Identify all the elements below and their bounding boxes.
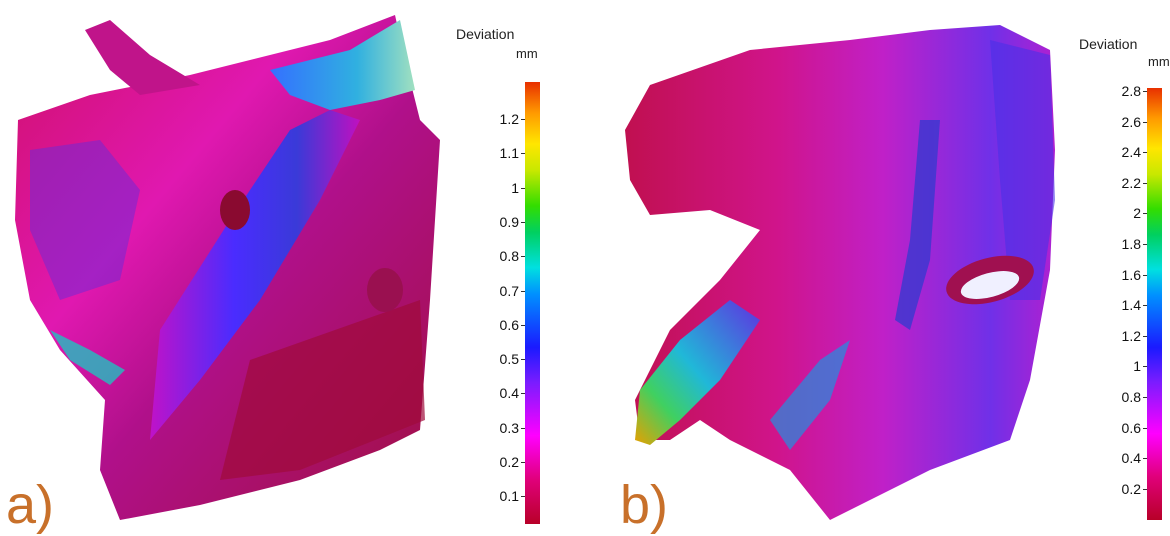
colorbar-b-tick-mark: [1143, 366, 1147, 368]
colorbar-a-tick-mark: [521, 187, 525, 189]
scan-hole-inner-b: [960, 271, 1020, 299]
scan-left-zone-a: [30, 140, 140, 300]
scan-lower-region-a: [220, 300, 425, 480]
colorbar-b-tick-mark: [1143, 182, 1147, 184]
colorbar-b-tick-label: 1.2: [1121, 327, 1141, 344]
colorbar-a-tick-mark: [521, 221, 525, 223]
colorbar-b-tick-label: 0.4: [1121, 450, 1141, 467]
legend-title-b: Deviation: [1079, 36, 1138, 52]
colorbar-a-tick-label: 0.2: [499, 454, 519, 470]
colorbar-b-tick-mark: [1143, 335, 1147, 337]
colorbar-a-tick-mark: [521, 359, 525, 361]
colorbar-a-tick-label: 0.3: [499, 419, 519, 436]
scan-surface-a: [15, 15, 440, 520]
colorbar-a-tick-label: 0.7: [499, 282, 519, 299]
colorbar-b-tick-label: 0.8: [1121, 389, 1141, 405]
scan-band-a: [150, 110, 360, 440]
colorbar-a-tick-label: 0.9: [499, 213, 519, 230]
colorbar-b-tick-mark: [1143, 427, 1147, 429]
colorbar-b-tick-label: 2.8: [1121, 83, 1141, 99]
colorbar-b-tick-mark: [1143, 274, 1147, 276]
colorbar-a: [525, 82, 540, 524]
colorbar-a-tick-label: 0.4: [499, 385, 519, 402]
colorbar-b-tick-mark: [1143, 213, 1147, 215]
colorbar-b-tick-label: 1.4: [1121, 297, 1141, 314]
colorbar-a-tick-label: 0.8: [499, 248, 519, 265]
scan-right-region-b: [990, 40, 1055, 300]
colorbar-a-tick-label: 1.1: [499, 145, 519, 162]
legend-title-a: Deviation: [456, 26, 515, 42]
colorbar-a-tick-label: 1.2: [499, 111, 519, 127]
colorbar-b-tick-mark: [1143, 488, 1147, 490]
colorbar-a-tick-mark: [521, 393, 525, 395]
colorbar-a-tick-mark: [521, 462, 525, 463]
colorbar-a-tick-mark: [521, 290, 525, 292]
scan-hole-a1: [220, 190, 250, 230]
scan-body-b: [625, 25, 1055, 520]
colorbar-b-tick-label: 2: [1133, 205, 1141, 222]
colorbar-a-tick-mark: [521, 256, 525, 258]
colorbar-a-tick-label: 1: [511, 179, 519, 196]
colorbar-a-tick-label: 0.5: [499, 351, 519, 368]
panel-label-a: a): [6, 475, 55, 535]
scan-hole-a2: [367, 268, 403, 312]
colorbar-b-tick-mark: [1143, 121, 1147, 123]
colorbar-b-tick-label: 2.2: [1121, 174, 1141, 191]
colorbar-b-tick-mark: [1143, 91, 1147, 92]
colorbar-a-tick-mark: [521, 153, 525, 155]
colorbar-b-tick-mark: [1143, 458, 1147, 460]
scan-streak-b: [770, 340, 850, 450]
scan-flap-a: [85, 20, 200, 95]
colorbar-b-tick-label: 2.4: [1121, 144, 1141, 161]
colorbar-b-tick-mark: [1143, 305, 1147, 307]
scan-tip-b: [635, 300, 760, 445]
panel-b: b) Deviation mm 2.8 2.6 2.4 2.2 2 1.8 1.6 1.4 1.…: [590, 0, 1170, 536]
colorbar-b-tick-label: 1.6: [1121, 266, 1141, 283]
colorbar-b-tick-mark: [1143, 397, 1147, 398]
legend-unit-b: mm: [1148, 54, 1170, 69]
colorbar-a-tick-label: 0.6: [499, 316, 519, 333]
colorbar-a-tick-mark: [521, 324, 525, 326]
scan-ridge-b: [895, 120, 940, 330]
colorbar-b-tick-mark: [1143, 244, 1147, 245]
scan-surface-b: [625, 25, 1055, 520]
panel-label-b: b): [620, 475, 669, 535]
colorbar-b-tick-label: 2.6: [1121, 113, 1141, 130]
colorbar-a-tick-mark: [521, 496, 525, 498]
colorbar-a-tick-label: 0.1: [499, 488, 519, 505]
colorbar-b-tick-label: 0.6: [1121, 419, 1141, 436]
panel-a: a) Deviation mm 1.2 1.1 1 0.9 0.8 0.7 0.6 0.5 0.…: [0, 0, 560, 536]
colorbar-b-tick-label: 1: [1133, 358, 1141, 375]
legend-unit-a: mm: [516, 46, 538, 61]
colorbar-b-tick-label: 0.2: [1121, 480, 1141, 497]
colorbar-b-tick-label: 1.8: [1121, 236, 1141, 252]
scan-top-region-a: [270, 20, 415, 110]
colorbar-a-tick-mark: [521, 119, 525, 120]
scan-tip-a: [50, 330, 125, 385]
colorbar-b-tick-mark: [1143, 152, 1147, 154]
colorbar-b: [1147, 88, 1162, 520]
colorbar-a-tick-mark: [521, 427, 525, 429]
